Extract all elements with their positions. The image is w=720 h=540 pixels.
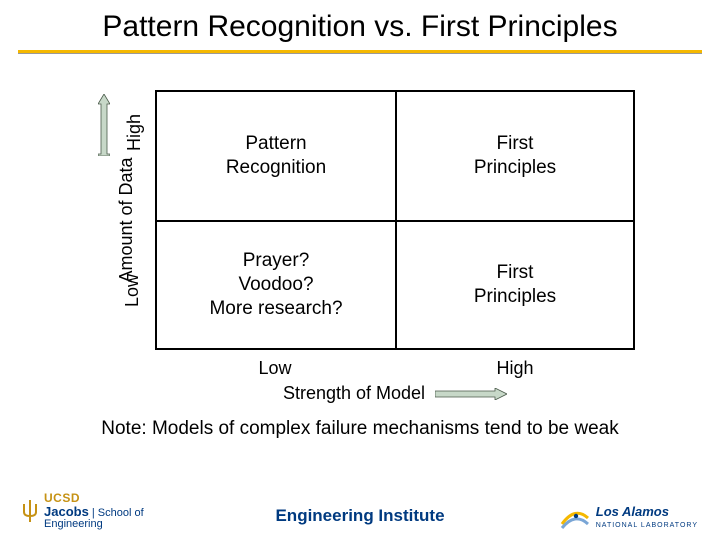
cell-text: PatternRecognition [226, 132, 326, 180]
right-arrow-icon [435, 388, 507, 400]
matrix-row-high: PatternRecognition FirstPrinciples [157, 92, 633, 220]
quadrant-chart: Amount of Data High Low PatternRecogniti… [70, 90, 660, 400]
la-line1: Los Alamos [596, 504, 669, 519]
y-tick-low: Low [122, 274, 143, 307]
cell-text: FirstPrinciples [474, 261, 556, 309]
title-bar: Pattern Recognition vs. First Principles [0, 0, 720, 58]
x-axis: Low High Strength of Model [155, 352, 635, 404]
x-ticks: Low High [155, 352, 635, 379]
x-tick-high: High [395, 352, 635, 379]
x-axis-label-row: Strength of Model [155, 383, 635, 404]
slide-title: Pattern Recognition vs. First Principles [18, 10, 702, 44]
ucsd-mark: UCSD [44, 491, 144, 505]
footer: UCSD Jacobs | School of Engineering Engi… [0, 480, 720, 540]
cell-low-high: FirstPrinciples [395, 222, 633, 348]
matrix-row-low: Prayer?Voodoo?More research? FirstPrinci… [157, 220, 633, 348]
la-line2: NATIONAL LABORATORY [596, 522, 698, 529]
thin-rule [18, 53, 702, 54]
up-arrow-icon [98, 94, 110, 156]
x-tick-low: Low [155, 352, 395, 379]
cell-high-low: PatternRecognition [157, 92, 395, 220]
cell-high-high: FirstPrinciples [395, 92, 633, 220]
cell-text: Prayer?Voodoo?More research? [209, 249, 342, 320]
logo-los-alamos: Los Alamos NATIONAL LABORATORY [560, 504, 698, 530]
matrix-grid: PatternRecognition FirstPrinciples Praye… [155, 90, 635, 350]
los-alamos-text: Los Alamos NATIONAL LABORATORY [596, 505, 698, 530]
x-axis-label: Strength of Model [283, 383, 425, 404]
y-axis-label: Amount of Data [116, 157, 137, 282]
y-axis: Amount of Data High Low [70, 90, 155, 350]
slide: Pattern Recognition vs. First Principles… [0, 0, 720, 540]
los-alamos-swoosh-icon [560, 504, 590, 530]
footnote: Note: Models of complex failure mechanis… [0, 418, 720, 440]
cell-text: FirstPrinciples [474, 132, 556, 180]
cell-low-low: Prayer?Voodoo?More research? [157, 222, 395, 348]
y-tick-high: High [124, 114, 145, 151]
